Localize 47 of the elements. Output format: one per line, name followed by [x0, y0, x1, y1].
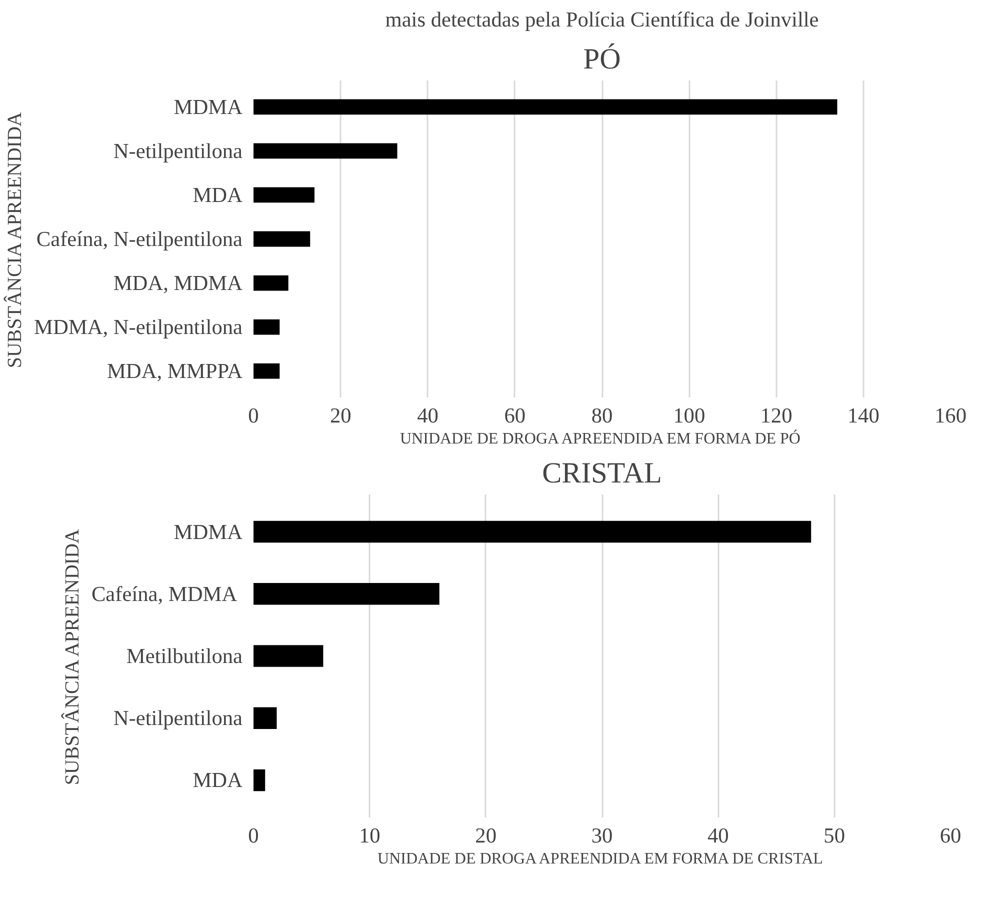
x-tick-label: 40	[417, 404, 438, 428]
y-tick-label: MDA, MMPPA	[106, 359, 244, 384]
text: mais detectadas pela Polícia Científica de Joinville	[385, 8, 819, 32]
y-tick-label: Metilbutilona	[126, 644, 244, 668]
y-tick-label: MDA, MDMA	[113, 271, 244, 296]
x-tick-label: 60	[940, 824, 962, 848]
bar	[254, 363, 280, 379]
x-tick-label: 10	[359, 824, 380, 848]
y-axis-title: SUBSTÂNCIA APREENDIDA	[2, 111, 26, 368]
x-tick-label: 30	[591, 824, 613, 848]
x-tick-label: 0	[248, 404, 259, 428]
bar	[254, 231, 310, 247]
x-tick-label: 100	[673, 404, 706, 428]
bar	[254, 645, 324, 667]
y-axis-title: SUBSTÂNCIA APREENDIDA	[60, 528, 84, 786]
y-tick-label: MDA	[192, 182, 244, 207]
bar	[254, 275, 288, 291]
y-tick-label: Cafeína, N-etilpentilona	[36, 227, 244, 251]
x-tick-label: 50	[824, 824, 845, 848]
x-tick-label: 140	[847, 404, 880, 428]
y-tick-label: N-etilpentilona	[113, 138, 244, 163]
x-tick-label: 60	[504, 404, 526, 428]
y-tick-label: MDMA	[174, 520, 244, 544]
bar	[254, 520, 812, 543]
bar	[254, 319, 280, 335]
chart-title: CRISTAL	[542, 458, 662, 490]
x-axis-title: UNIDADE DE DROGA APREENDIDA EM FORMA DE CRISTAL	[378, 850, 823, 868]
x-tick-label: 120	[760, 404, 792, 428]
x-axis-title: UNIDADE DE DROGA APREENDIDA EM FORMA DE PÓ	[400, 430, 800, 448]
bar	[254, 143, 398, 159]
x-tick-label: 20	[475, 824, 496, 848]
bar	[254, 707, 277, 729]
x-tick-label: 20	[330, 404, 352, 428]
x-tick-label: 0	[248, 824, 259, 848]
x-tick-label: 160	[934, 404, 967, 428]
bar	[254, 583, 440, 605]
chart-title: PÓ	[583, 42, 621, 76]
y-tick-label: MDMA	[174, 94, 244, 119]
y-tick-label: Cafeína, MDMA	[91, 582, 238, 606]
x-tick-label: 80	[591, 404, 613, 428]
bar	[254, 99, 838, 115]
y-tick-label: MDA	[192, 768, 244, 792]
bar	[254, 187, 314, 203]
x-tick-label: 40	[708, 824, 729, 848]
y-tick-label: MDMA, N-etilpentilona	[34, 315, 244, 340]
bar	[254, 769, 266, 792]
y-tick-label: N-etilpentilona	[113, 706, 244, 730]
